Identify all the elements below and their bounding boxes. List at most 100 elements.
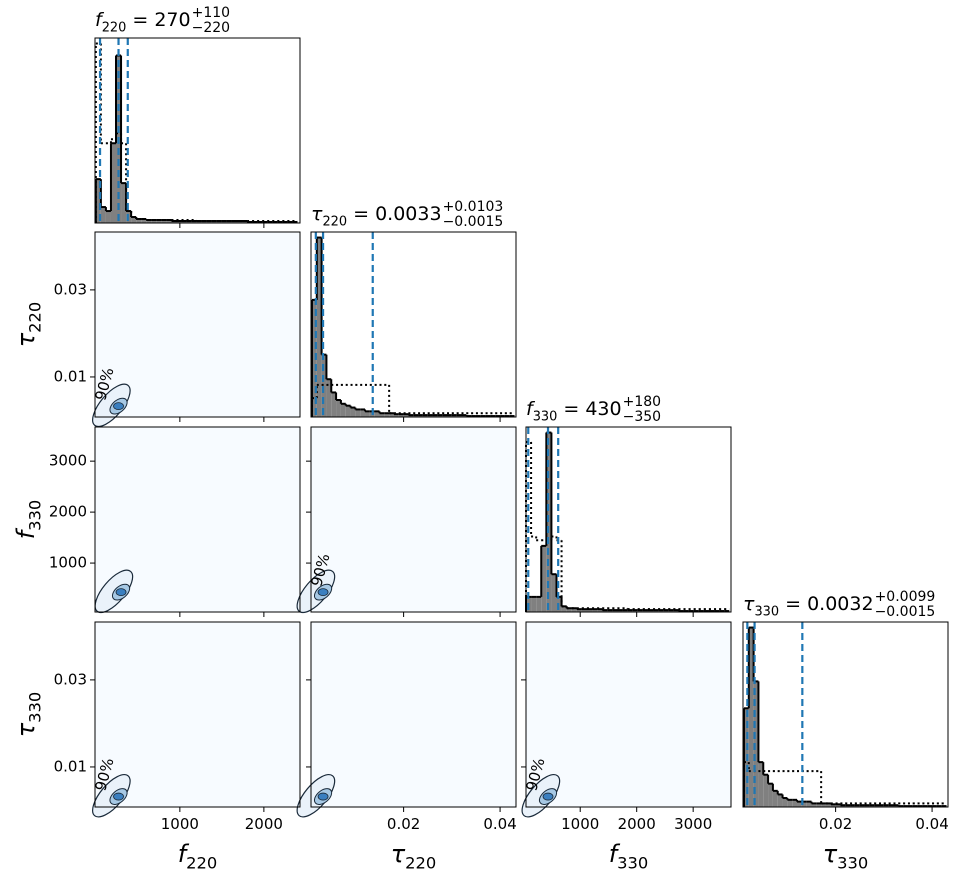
panel-frame: [310, 231, 517, 418]
hist-bar: [105, 211, 111, 223]
hist-bar: [536, 596, 542, 612]
title-lower: −0.0015: [875, 604, 936, 620]
hist-bar: [597, 609, 603, 612]
x-axis-label: τ330: [823, 840, 869, 873]
symbol: τ: [743, 593, 755, 615]
title-upper: +0.0099: [875, 589, 936, 605]
density-panel: [311, 427, 516, 612]
subscript: 330: [26, 500, 45, 531]
hist-bar: [566, 608, 572, 612]
hist-bar: [763, 774, 769, 807]
hist-bar: [787, 799, 793, 807]
hist-bar: [792, 799, 798, 807]
hist-bar: [531, 596, 537, 612]
hist-bar: [801, 801, 807, 807]
hist-bar: [311, 299, 317, 417]
y-tick-label: 1000: [49, 554, 87, 572]
y-tick-label: 2000: [49, 503, 87, 521]
panel-frame: [310, 426, 517, 613]
hist-bar: [561, 606, 567, 612]
panel-frame: [94, 426, 301, 613]
symbol: f: [526, 398, 536, 420]
hist-bar: [398, 414, 404, 417]
density-peak: [113, 792, 124, 801]
contour: [521, 774, 561, 818]
hist-bar: [753, 681, 759, 807]
density-peak: [317, 588, 329, 597]
y-tick-label: 0.01: [54, 757, 87, 775]
hist-panel: [311, 232, 516, 417]
y-tick-label: 3000: [49, 452, 87, 470]
hist-bar: [772, 790, 778, 807]
hist-panel: [526, 427, 731, 612]
title-lower: −220: [192, 20, 230, 36]
subscript: 330: [754, 604, 779, 619]
title-upper: +180: [623, 394, 661, 410]
hist-bar: [345, 405, 351, 417]
panel-title: f220 = 270: [95, 9, 191, 35]
symbol: τ: [12, 722, 40, 737]
symbol: f: [95, 9, 105, 31]
x-tick-label: 0.04: [915, 815, 948, 833]
title-lower: −0.0015: [443, 214, 504, 230]
hist-bar: [830, 804, 836, 807]
title-upper: +0.0103: [443, 199, 504, 215]
hist-bar: [816, 803, 822, 807]
hist-bar: [586, 609, 593, 612]
hist-bar: [340, 403, 346, 417]
hist-bar: [384, 413, 390, 417]
hist-bar: [541, 545, 547, 612]
panel-frame: [94, 231, 301, 418]
x-tick-label: 3000: [674, 815, 712, 833]
title-value: = 0.0032: [779, 593, 873, 615]
hist-bar: [121, 183, 127, 223]
hist-bar: [768, 783, 773, 807]
title-value: = 430: [557, 398, 621, 420]
y-tick-label: 0.03: [54, 280, 87, 298]
subscript: 330: [837, 854, 868, 873]
title-lower: −350: [623, 409, 661, 425]
contour: [296, 774, 336, 818]
panel-frame: [94, 621, 301, 808]
hist-bar: [758, 762, 764, 807]
hist-bar: [326, 379, 332, 417]
hist-bar: [581, 609, 587, 612]
hist-bar: [825, 803, 831, 807]
x-axis-label: τ220: [391, 840, 437, 873]
hist-bar: [360, 409, 366, 417]
x-tick-label: 0.04: [483, 815, 516, 833]
x-axis-label: f330: [609, 840, 649, 873]
hist-bar: [797, 801, 802, 807]
hist-bar: [806, 801, 812, 807]
density-panel: [526, 622, 731, 807]
symbol: τ: [391, 840, 406, 868]
hist-panel: [95, 38, 300, 223]
x-axis-label: f220: [178, 840, 218, 873]
hist-bar: [95, 179, 101, 223]
contour: [92, 383, 131, 428]
density-peak: [542, 792, 554, 801]
hist-bar: [100, 207, 106, 223]
hist-bar: [782, 798, 788, 807]
y-axis-label: f330: [12, 500, 45, 540]
symbol: τ: [311, 203, 323, 225]
hist-bar: [110, 143, 117, 223]
x-tick-label: 2000: [245, 815, 283, 833]
hist-bar: [355, 409, 361, 417]
hist-bar: [374, 411, 380, 417]
subscript: 220: [102, 20, 127, 35]
subscript: 220: [186, 854, 217, 873]
hist-bar: [393, 414, 399, 417]
hist-bar: [331, 392, 337, 417]
hist-bar: [835, 804, 841, 807]
title-upper: +110: [192, 5, 230, 21]
hist-bar: [811, 803, 817, 807]
hist-bar: [316, 237, 322, 417]
hist-bar: [592, 609, 598, 612]
x-tick-label: 0.02: [387, 815, 420, 833]
contour: [296, 569, 336, 614]
y-axis-label: τ330: [12, 692, 45, 738]
hist-bar: [748, 627, 754, 807]
subscript: 220: [26, 302, 45, 333]
